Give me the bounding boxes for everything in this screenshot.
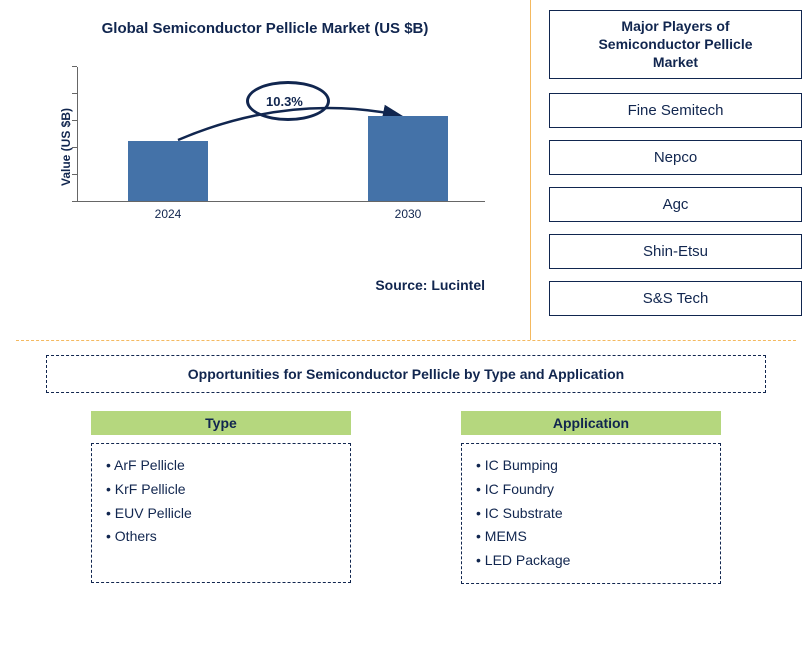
players-title: Major Players of Semiconductor Pellicle … [549, 10, 802, 79]
player-item: S&S Tech [549, 281, 802, 316]
opportunity-item: • IC Substrate [476, 502, 706, 526]
players-panel: Major Players of Semiconductor Pellicle … [530, 0, 812, 340]
opportunity-column: Application • IC Bumping• IC Foundry• IC … [461, 411, 721, 584]
opportunity-item: • LED Package [476, 549, 706, 573]
opportunity-column: Type • ArF Pellicle• KrF Pellicle• EUV Pe… [91, 411, 351, 584]
chart-title: Global Semiconductor Pellicle Market (US… [15, 20, 515, 37]
players-title-line: Semiconductor Pellicle [598, 36, 752, 52]
player-item: Shin-Etsu [549, 234, 802, 269]
x-axis-label: 2030 [368, 207, 448, 221]
bar [368, 116, 448, 201]
opportunity-item: • IC Bumping [476, 454, 706, 478]
players-title-line: Major Players of [621, 18, 729, 34]
players-title-line: Market [653, 54, 698, 70]
opportunity-item: • EUV Pellicle [106, 502, 336, 526]
opportunity-item: • ArF Pellicle [106, 454, 336, 478]
player-item: Agc [549, 187, 802, 222]
opportunity-header: Application [461, 411, 721, 435]
opportunity-item: • KrF Pellicle [106, 478, 336, 502]
player-item: Nepco [549, 140, 802, 175]
opportunity-list: • IC Bumping• IC Foundry• IC Substrate• … [461, 443, 721, 584]
section-divider [16, 340, 796, 341]
x-axis-label: 2024 [128, 207, 208, 221]
y-ticks [65, 67, 77, 202]
opportunities-title: Opportunities for Semiconductor Pellicle… [46, 355, 766, 393]
chart-panel: Global Semiconductor Pellicle Market (US… [0, 0, 530, 340]
players-list: Fine Semitech Nepco Agc Shin-Etsu S&S Tech [549, 93, 802, 316]
chart-area: Value (US $B) 10.3% 20242030 [65, 67, 485, 227]
opportunity-header: Type [91, 411, 351, 435]
opportunity-item: • IC Foundry [476, 478, 706, 502]
player-item: Fine Semitech [549, 93, 802, 128]
opportunities-columns: Type • ArF Pellicle• KrF Pellicle• EUV Pe… [0, 411, 812, 584]
bar [128, 141, 208, 201]
opportunity-item: • Others [106, 525, 336, 549]
opportunity-list: • ArF Pellicle• KrF Pellicle• EUV Pellic… [91, 443, 351, 583]
source-label: Source: Lucintel [15, 277, 515, 293]
plot-area: 10.3% 20242030 [77, 67, 485, 202]
opportunity-item: • MEMS [476, 525, 706, 549]
